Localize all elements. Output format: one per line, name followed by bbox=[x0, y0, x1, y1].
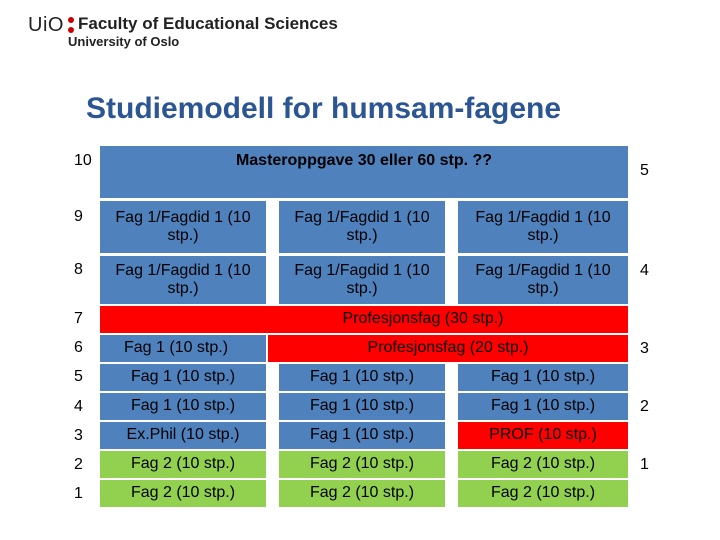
page-title: Studiemodell for humsam-fagene bbox=[86, 92, 562, 125]
level-9: 9 bbox=[74, 208, 83, 225]
row3-cell-2: Fag 1 (10 stp.) bbox=[279, 422, 445, 449]
row5-cell-1: Fag 1 (10 stp.) bbox=[100, 364, 266, 391]
row1-cell-3: Fag 2 (10 stp.) bbox=[458, 480, 628, 507]
row9-cell-3: Fag 1/Fagdid 1 (10 stp.) bbox=[458, 201, 628, 253]
row2-cell-3: Fag 2 (10 stp.) bbox=[458, 451, 628, 478]
row4-cell-2: Fag 1 (10 stp.) bbox=[279, 393, 445, 420]
row4-cell-1: Fag 1 (10 stp.) bbox=[100, 393, 266, 420]
profesjonsfag-20-block: Profesjonsfag (20 stp.) bbox=[268, 335, 628, 362]
row1-cell-2: Fag 2 (10 stp.) bbox=[279, 480, 445, 507]
row8-cell-1: Fag 1/Fagdid 1 (10 stp.) bbox=[100, 256, 266, 304]
level-2: 2 bbox=[74, 456, 83, 473]
masteroppgave-block: Masteroppgave 30 eller 60 stp. ?? bbox=[100, 146, 628, 198]
row6-fag-cell: Fag 1 (10 stp.) bbox=[100, 335, 266, 362]
faculty-name: Faculty of Educational Sciences bbox=[78, 14, 338, 33]
row2-cell-1: Fag 2 (10 stp.) bbox=[100, 451, 266, 478]
level-8: 8 bbox=[74, 261, 83, 278]
right-number-1: 1 bbox=[640, 456, 649, 473]
row3-cell-1: Ex.Phil (10 stp.) bbox=[100, 422, 266, 449]
row2-cell-2: Fag 2 (10 stp.) bbox=[279, 451, 445, 478]
level-3: 3 bbox=[74, 427, 83, 444]
row8-cell-2: Fag 1/Fagdid 1 (10 stp.) bbox=[279, 256, 445, 304]
row3-prof-cell: PROF (10 stp.) bbox=[458, 422, 628, 449]
level-6: 6 bbox=[74, 339, 83, 356]
row9-cell-1: Fag 1/Fagdid 1 (10 stp.) bbox=[100, 201, 266, 253]
right-number-3: 3 bbox=[640, 340, 649, 357]
level-10: 10 bbox=[74, 152, 92, 169]
uio-wordmark: UiO bbox=[28, 14, 64, 36]
logo-colon-icon bbox=[68, 16, 74, 34]
right-number-4: 4 bbox=[640, 262, 649, 279]
row4-cell-3: Fag 1 (10 stp.) bbox=[458, 393, 628, 420]
row9-cell-2: Fag 1/Fagdid 1 (10 stp.) bbox=[279, 201, 445, 253]
row1-cell-1: Fag 2 (10 stp.) bbox=[100, 480, 266, 507]
right-number-2: 2 bbox=[640, 398, 649, 415]
level-1: 1 bbox=[74, 485, 83, 502]
row5-cell-3: Fag 1 (10 stp.) bbox=[458, 364, 628, 391]
row5-cell-2: Fag 1 (10 stp.) bbox=[279, 364, 445, 391]
level-4: 4 bbox=[74, 398, 83, 415]
level-7: 7 bbox=[74, 310, 83, 327]
profesjonsfag-30-block: Profesjonsfag (30 stp.) bbox=[100, 306, 628, 333]
level-5: 5 bbox=[74, 368, 83, 385]
university-name: University of Oslo bbox=[68, 34, 180, 49]
row8-cell-3: Fag 1/Fagdid 1 (10 stp.) bbox=[458, 256, 628, 304]
right-number-5: 5 bbox=[640, 162, 649, 179]
